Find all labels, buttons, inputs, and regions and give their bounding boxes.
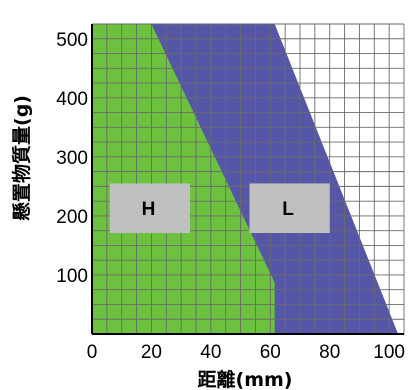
zone-label-h: H — [142, 199, 156, 220]
y-tick-label: 100 — [56, 266, 88, 287]
x-tick-label: 20 — [141, 342, 162, 363]
y-tick-label: 400 — [56, 89, 88, 110]
tick-labels: 0 20 40 60 80 100 100 200 300 400 500 — [56, 30, 405, 363]
axes — [91, 24, 404, 335]
x-axis-label: 距離(mm) — [198, 368, 293, 390]
x-tick-label: 100 — [373, 342, 405, 363]
x-tick-label: 0 — [87, 342, 98, 363]
zone-label-l: L — [282, 199, 294, 220]
x-tick-label: 60 — [260, 342, 281, 363]
x-tick-label: 40 — [200, 342, 221, 363]
y-tick-label: 200 — [56, 207, 88, 228]
y-tick-label: 300 — [56, 148, 88, 169]
grid — [91, 23, 405, 335]
zone-label-box-l — [249, 183, 330, 234]
x-tick-label: 80 — [319, 342, 340, 363]
zone-label-box-h — [109, 183, 191, 234]
y-tick-label: 500 — [56, 30, 88, 51]
zones — [92, 24, 399, 334]
zone-h — [92, 24, 275, 334]
y-axis-label: 懸置物質量(g) — [10, 95, 33, 221]
